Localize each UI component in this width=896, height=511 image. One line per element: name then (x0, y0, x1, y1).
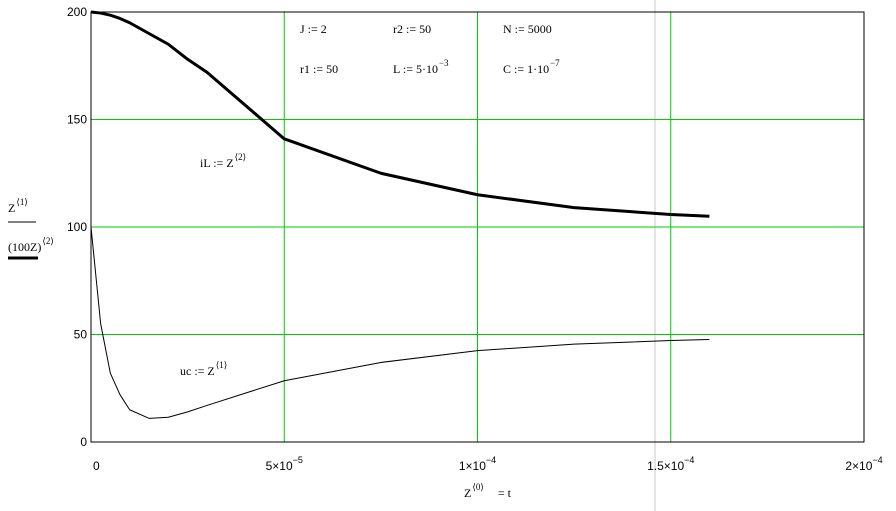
x-tick-label-exp: −4 (684, 455, 694, 465)
x-tick-label: 0 (93, 459, 100, 473)
annotation-text: r2 := 50 (393, 22, 431, 36)
x-tick-label: 2×10−4 (845, 455, 882, 473)
y-axis-label-text: (100Z) (8, 240, 41, 254)
x-tick-label-text: 0 (93, 459, 100, 473)
annotation-text: L := 5·10 (393, 62, 438, 76)
y-axis-label-sup: ⟨2⟩ (42, 236, 54, 246)
x-tick-label-text: 1.5×10 (647, 459, 684, 473)
x-tick-label: 5×10−5 (266, 455, 303, 473)
y-axis-label-text: Z (8, 201, 15, 215)
annotation: N := 5000 (503, 22, 552, 36)
annotation-text: C := 1·10 (503, 62, 549, 76)
x-tick-label-text: 2×10 (845, 459, 872, 473)
annotation-sup: −3 (439, 58, 449, 68)
x-tick-label-text: 5×10 (266, 459, 293, 473)
y-tick-label: 50 (74, 328, 88, 342)
annotation-sup: ⟨1⟩ (216, 360, 228, 370)
annotation: iL := Z⟨2⟩ (200, 152, 246, 170)
annotation-text: J := 2 (300, 22, 327, 36)
annotation: r2 := 50 (393, 22, 431, 36)
annotation-sup: −7 (550, 58, 560, 68)
annotation-text: r1 := 50 (300, 62, 338, 76)
x-tick-label: 1.5×10−4 (647, 455, 694, 473)
y-axis-label: (100Z)⟨2⟩ (8, 236, 54, 254)
y-tick-label: 0 (80, 435, 87, 449)
x-tick-label-exp: −4 (486, 455, 496, 465)
y-axis-label-sup: ⟨1⟩ (16, 197, 28, 207)
series-line (90, 226, 710, 419)
annotation: J := 2 (300, 22, 327, 36)
y-tick-label: 100 (67, 220, 87, 234)
x-tick-label-text: 1×10 (459, 459, 486, 473)
x-axis-label-sup: ⟨0⟩ (472, 482, 484, 492)
annotation: L := 5·10−3 (393, 58, 449, 76)
y-tick-label: 150 (67, 113, 87, 127)
y-axis-label: Z⟨1⟩ (8, 197, 28, 215)
x-tick-label-exp: −5 (293, 455, 303, 465)
annotation: uc := Z⟨1⟩ (180, 360, 227, 378)
annotation-text: uc := Z (180, 364, 215, 378)
x-axis-label-after: = t (498, 486, 512, 500)
series-line (90, 10, 710, 218)
x-tick-label: 1×10−4 (459, 455, 496, 473)
x-axis-label: Z⟨0⟩ = t (464, 482, 512, 500)
annotation: C := 1·10−7 (503, 58, 560, 76)
annotation-sup: ⟨2⟩ (235, 152, 247, 162)
y-tick-label: 200 (67, 5, 87, 19)
annotation-text: iL := Z (200, 156, 234, 170)
x-axis-label-text: Z (464, 486, 471, 500)
annotation-text: N := 5000 (503, 22, 552, 36)
x-tick-label-exp: −4 (872, 455, 882, 465)
annotation: r1 := 50 (300, 62, 338, 76)
